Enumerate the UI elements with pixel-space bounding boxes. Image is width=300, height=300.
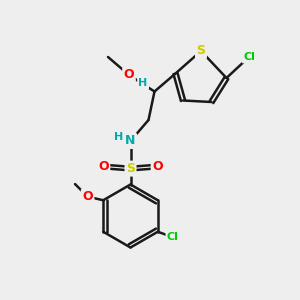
- Text: Cl: Cl: [243, 52, 255, 62]
- Text: O: O: [152, 160, 163, 173]
- Text: O: O: [98, 160, 109, 173]
- Text: S: S: [196, 44, 206, 58]
- Text: O: O: [124, 68, 134, 82]
- Text: H: H: [139, 78, 148, 88]
- Text: O: O: [82, 190, 93, 203]
- Text: H: H: [115, 132, 124, 142]
- Text: Cl: Cl: [167, 232, 179, 242]
- Text: N: N: [125, 134, 136, 148]
- Text: S: S: [126, 162, 135, 175]
